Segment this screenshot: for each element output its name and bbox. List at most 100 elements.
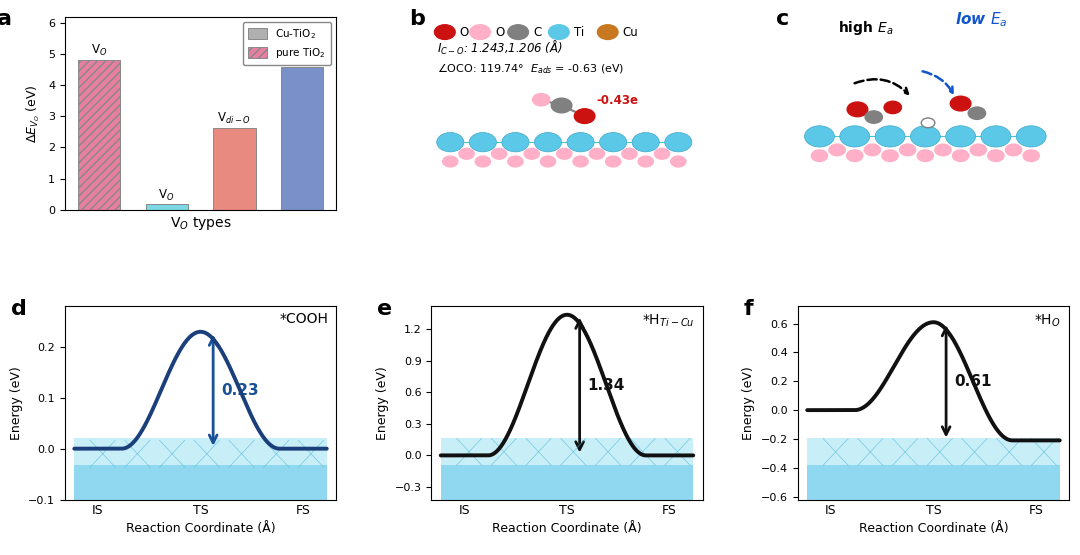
- Circle shape: [950, 96, 971, 111]
- Circle shape: [434, 25, 455, 39]
- Circle shape: [567, 133, 594, 152]
- Circle shape: [970, 144, 986, 156]
- Circle shape: [556, 148, 572, 159]
- Circle shape: [968, 107, 986, 119]
- Y-axis label: Energy (eV): Energy (eV): [742, 366, 755, 440]
- Text: f: f: [743, 299, 753, 319]
- Bar: [441, 438, 693, 500]
- X-axis label: Reaction Coordinate (Å): Reaction Coordinate (Å): [859, 522, 1009, 535]
- Circle shape: [882, 150, 899, 162]
- Text: 0.61: 0.61: [954, 374, 991, 389]
- Y-axis label: Energy (eV): Energy (eV): [376, 366, 389, 440]
- Text: e: e: [377, 299, 392, 319]
- Circle shape: [491, 148, 507, 159]
- Text: ∠OCO: 119.74°  $E_{ads}$ = -0.63 (eV): ∠OCO: 119.74° $E_{ads}$ = -0.63 (eV): [436, 62, 624, 77]
- Circle shape: [953, 150, 969, 162]
- Circle shape: [981, 126, 1011, 147]
- Text: a: a: [0, 9, 12, 29]
- Bar: [281, 67, 323, 210]
- Circle shape: [864, 144, 880, 156]
- Circle shape: [597, 25, 618, 39]
- Circle shape: [508, 156, 523, 167]
- Text: d: d: [11, 299, 26, 319]
- Circle shape: [508, 25, 528, 39]
- Circle shape: [664, 133, 692, 152]
- Bar: [807, 438, 1059, 500]
- Text: *H$_O$: *H$_O$: [1035, 312, 1061, 329]
- Text: V$_O$: V$_O$: [91, 43, 107, 58]
- Circle shape: [847, 150, 863, 162]
- Y-axis label: Energy (eV): Energy (eV): [10, 366, 23, 440]
- Circle shape: [921, 118, 935, 128]
- Circle shape: [988, 150, 1004, 162]
- Bar: [78, 59, 120, 210]
- Circle shape: [671, 156, 686, 167]
- Circle shape: [654, 148, 670, 159]
- Text: 1.34: 1.34: [588, 377, 625, 392]
- Bar: [807, 465, 1059, 500]
- Y-axis label: $\Delta E_{V_O}$ (eV): $\Delta E_{V_O}$ (eV): [25, 84, 42, 143]
- Circle shape: [910, 126, 941, 147]
- Text: O: O: [495, 26, 504, 39]
- Circle shape: [847, 102, 867, 117]
- Circle shape: [502, 133, 529, 152]
- Text: V$_O$: V$_O$: [159, 188, 175, 203]
- Circle shape: [632, 133, 659, 152]
- Circle shape: [470, 133, 497, 152]
- Circle shape: [524, 148, 539, 159]
- Text: *H$_{Ti-Cu}$: *H$_{Ti-Cu}$: [642, 312, 694, 329]
- Circle shape: [443, 156, 458, 167]
- Circle shape: [840, 126, 869, 147]
- Bar: [146, 204, 188, 210]
- Circle shape: [535, 133, 562, 152]
- Circle shape: [436, 133, 463, 152]
- Text: *COOH: *COOH: [280, 312, 328, 326]
- Circle shape: [459, 148, 474, 159]
- X-axis label: Reaction Coordinate (Å): Reaction Coordinate (Å): [492, 522, 642, 535]
- X-axis label: Reaction Coordinate (Å): Reaction Coordinate (Å): [125, 522, 275, 535]
- Circle shape: [540, 156, 555, 167]
- Circle shape: [1016, 126, 1047, 147]
- Text: V$_{tri-O}$: V$_{tri-O}$: [285, 51, 320, 65]
- Circle shape: [551, 98, 572, 113]
- Circle shape: [575, 109, 595, 123]
- Circle shape: [573, 156, 589, 167]
- Circle shape: [1005, 144, 1022, 156]
- Circle shape: [475, 156, 490, 167]
- Circle shape: [599, 133, 626, 152]
- Circle shape: [606, 156, 621, 167]
- Bar: [75, 438, 327, 500]
- Text: 0.23: 0.23: [221, 383, 259, 398]
- X-axis label: V$_O$ types: V$_O$ types: [170, 215, 231, 233]
- Text: high $E_a$: high $E_a$: [838, 19, 894, 37]
- Circle shape: [900, 144, 916, 156]
- Circle shape: [885, 101, 902, 114]
- Text: $I_{C-O}$: 1.243,1.206 (Å): $I_{C-O}$: 1.243,1.206 (Å): [436, 39, 563, 58]
- Circle shape: [946, 126, 975, 147]
- Text: c: c: [777, 9, 789, 29]
- Text: O: O: [460, 26, 469, 39]
- Text: Ti: Ti: [573, 26, 584, 39]
- Circle shape: [917, 150, 933, 162]
- Circle shape: [805, 126, 835, 147]
- Text: b: b: [409, 9, 426, 29]
- Circle shape: [935, 144, 951, 156]
- Circle shape: [470, 25, 490, 39]
- Circle shape: [532, 94, 550, 106]
- Circle shape: [829, 144, 846, 156]
- Circle shape: [811, 150, 827, 162]
- Bar: [441, 465, 693, 500]
- Circle shape: [1023, 150, 1039, 162]
- Text: -0.43e: -0.43e: [597, 94, 639, 107]
- Circle shape: [549, 25, 569, 39]
- Legend: Cu-TiO$_2$, pure TiO$_2$: Cu-TiO$_2$, pure TiO$_2$: [243, 22, 332, 65]
- Text: Cu: Cu: [623, 26, 638, 39]
- Bar: [75, 465, 327, 500]
- Circle shape: [622, 148, 637, 159]
- Text: V$_{di-O}$: V$_{di-O}$: [217, 111, 252, 127]
- Bar: [214, 128, 256, 210]
- Circle shape: [590, 148, 605, 159]
- Circle shape: [875, 126, 905, 147]
- Circle shape: [638, 156, 653, 167]
- Circle shape: [865, 111, 882, 123]
